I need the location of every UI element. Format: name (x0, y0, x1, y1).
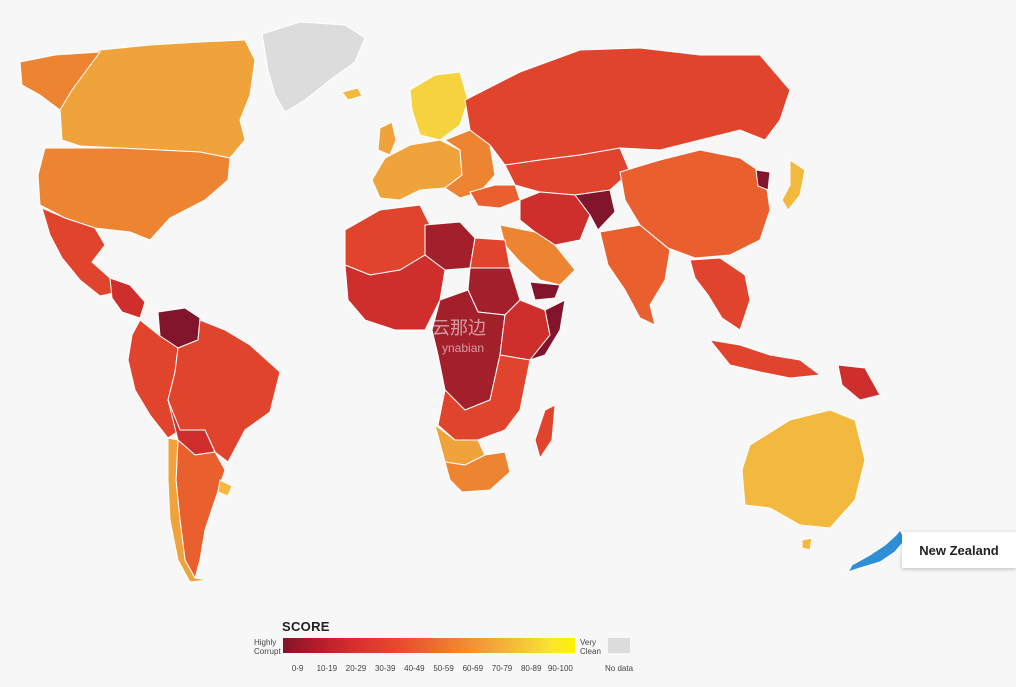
legend-no-data-swatch (608, 638, 630, 653)
tooltip-arrow-icon (896, 544, 902, 556)
country-china[interactable] (619, 149, 771, 259)
country-japan[interactable] (781, 159, 806, 211)
country-usa-alaska[interactable] (19, 51, 102, 111)
legend-tick-0-9: 0-9 (291, 664, 304, 673)
country-australia[interactable] (741, 409, 866, 529)
country-russia[interactable] (464, 47, 791, 166)
legend-tick-80-89: 80-89 (520, 664, 542, 673)
legend-high-label: Very Clean (580, 638, 601, 656)
legend-high-label-line-1: Very (580, 638, 597, 647)
legend-tick-20-29: 20-29 (345, 664, 367, 673)
legend-title: SCORE (282, 619, 330, 634)
country-egypt[interactable] (469, 237, 511, 269)
country-uruguay[interactable] (217, 479, 233, 497)
country-madagascar[interactable] (534, 404, 556, 460)
legend-ticks: 0-9 10-19 20-29 30-39 40-49 50-59 60-69 70-79 80… (283, 664, 575, 676)
legend-low-label: Highly Corrupt (254, 638, 281, 656)
country-iran[interactable] (519, 191, 591, 246)
country-colombia-peru[interactable] (127, 319, 181, 439)
country-south-africa[interactable] (444, 451, 511, 493)
country-central-america[interactable] (109, 277, 146, 319)
legend-tick-40-49: 40-49 (404, 664, 425, 673)
country-chile[interactable] (167, 437, 209, 583)
country-somalia[interactable] (528, 299, 566, 362)
country-tasmania[interactable] (801, 537, 813, 551)
legend-tick-70-79: 70-79 (491, 664, 513, 673)
country-southeast-asia[interactable] (689, 257, 751, 331)
country-greenland[interactable] (261, 21, 366, 113)
legend-no-data-label: No data (605, 664, 634, 673)
legend-tick-60-69: 60-69 (462, 664, 484, 673)
country-tooltip: New Zealand (902, 532, 1016, 568)
country-scandinavia[interactable] (409, 71, 469, 141)
country-yemen[interactable] (529, 281, 561, 301)
country-north-korea[interactable] (755, 169, 771, 191)
country-uk[interactable] (377, 121, 397, 156)
country-canada[interactable] (54, 39, 256, 159)
country-indonesia[interactable] (708, 339, 822, 379)
country-usa[interactable] (37, 147, 231, 241)
legend-tick-10-19: 10-19 (316, 664, 338, 673)
country-iceland[interactable] (341, 87, 363, 101)
tooltip-country-name: New Zealand (919, 542, 999, 558)
watermark: 云那边 ynabian (432, 318, 486, 358)
legend-tick-90-100: 90-100 (547, 664, 573, 673)
country-afghanistan[interactable] (574, 189, 616, 231)
legend-tick-30-39: 30-39 (374, 664, 396, 673)
legend-high-label-line-2: Clean (580, 647, 601, 656)
legend-low-label-line-1: Highly (254, 638, 277, 647)
country-papua-new-guinea[interactable] (837, 364, 881, 401)
watermark-line-1: 云那边 (432, 318, 486, 338)
country-central-asia[interactable] (504, 147, 631, 196)
legend-tick-50-59: 50-59 (433, 664, 454, 673)
country-southern-africa[interactable] (437, 354, 531, 441)
watermark-line-2: ynabian (442, 341, 485, 355)
score-legend: SCORE Highly Corrupt Very Clean 0-9 10-19… (250, 618, 650, 678)
legend-low-label-line-2: Corrupt (254, 647, 281, 656)
legend-color-bar (283, 638, 575, 653)
world-map[interactable] (0, 0, 1016, 610)
